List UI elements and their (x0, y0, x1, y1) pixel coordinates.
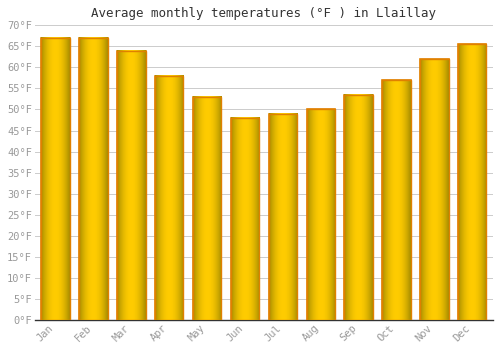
Bar (79, 38, 108, 320)
Bar (458, 44, 486, 320)
Bar (306, 110, 335, 320)
Bar (344, 95, 373, 320)
Bar (155, 76, 184, 320)
Bar (382, 80, 410, 320)
Bar (42, 38, 70, 320)
Bar (230, 118, 259, 320)
Bar (458, 44, 486, 320)
Bar (230, 118, 259, 320)
Bar (193, 97, 222, 320)
Title: Average monthly temperatures (°F ) in Llaillay: Average monthly temperatures (°F ) in Ll… (92, 7, 436, 20)
Bar (420, 59, 448, 320)
Bar (344, 95, 373, 320)
Bar (268, 114, 297, 320)
Bar (42, 38, 70, 320)
Bar (420, 59, 448, 320)
Bar (382, 80, 410, 320)
Bar (117, 50, 145, 320)
Bar (117, 50, 145, 320)
Bar (306, 110, 335, 320)
Bar (155, 76, 184, 320)
Bar (79, 38, 108, 320)
Bar (193, 97, 222, 320)
Bar (268, 114, 297, 320)
